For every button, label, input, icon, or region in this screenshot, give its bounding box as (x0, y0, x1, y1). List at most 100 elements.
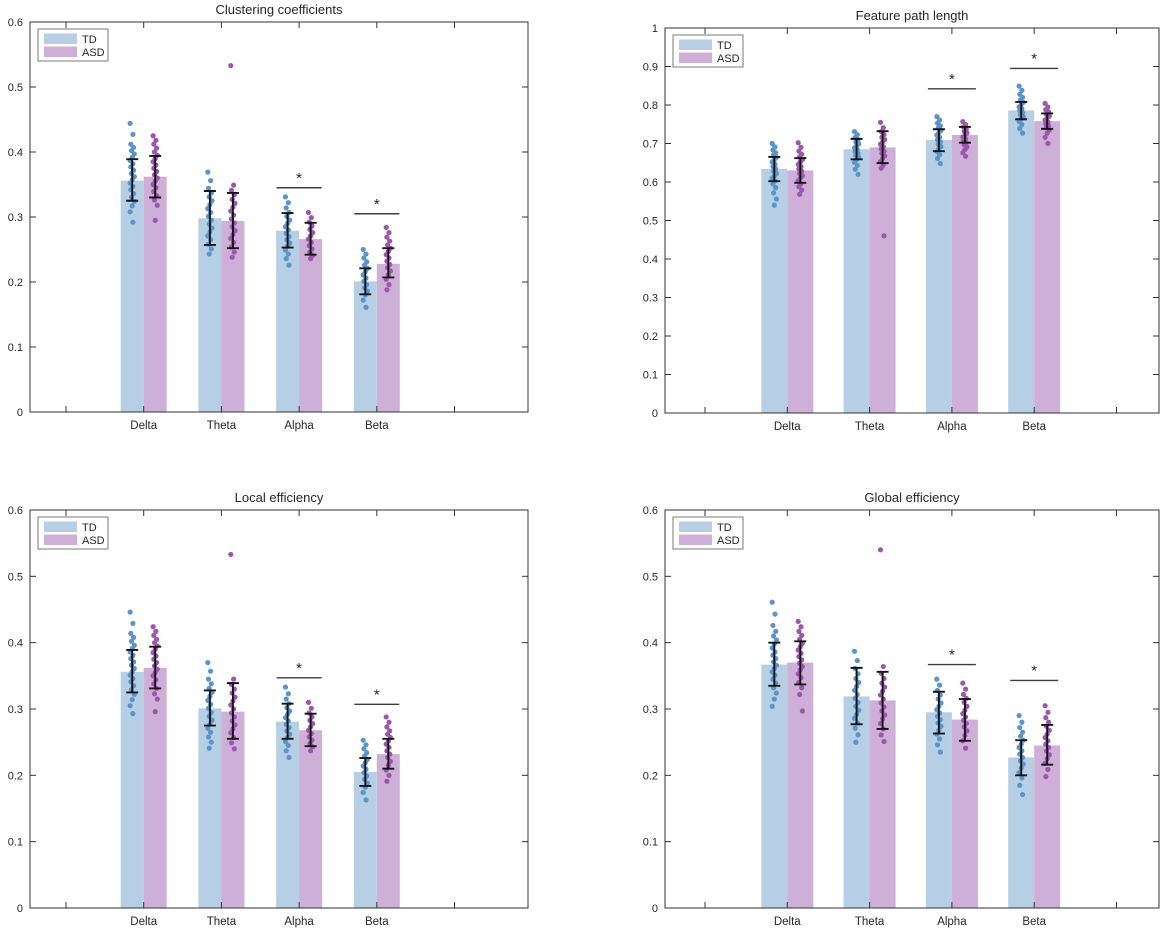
error-bar-asd-delta (794, 157, 807, 184)
scatter-dot-asd-delta (797, 191, 803, 197)
scatter-dot-td-theta (205, 169, 211, 175)
chart-title: Clustering coefficients (216, 2, 343, 17)
bar-td-beta (353, 772, 377, 908)
scatter-dot-td-delta (130, 711, 136, 717)
scatter-dot-td-delta (127, 703, 133, 709)
scatter-dot-td-beta (361, 746, 367, 752)
scatter-dot-td-alpha (283, 256, 289, 262)
scatter-dot-asd-beta (383, 714, 389, 720)
legend-swatch-td (679, 521, 712, 532)
scatter-dot-asd-theta (877, 547, 884, 553)
y-tick-label: 0.6 (8, 17, 23, 29)
scatter-dot-td-theta (851, 648, 858, 654)
x-tick-label-delta: Delta (130, 420, 157, 432)
legend-label-td: TD (82, 34, 97, 46)
x-tick-label-theta: Theta (207, 420, 237, 432)
scatter-dot-asd-alpha (963, 686, 969, 692)
scatter-dot-td-beta (1019, 122, 1025, 128)
scatter-dot-asd-alpha (305, 699, 312, 705)
error-bar-td-delta (126, 649, 139, 694)
significance-star-alpha: * (949, 71, 955, 88)
scatter-dot-td-theta (208, 668, 214, 674)
chart-feature-path-length: * * Delta Theta Alpha Beta 0 0.1 0.2 0.3 0.4 0.5 0.6… (643, 8, 1160, 433)
scatter-dot-td-theta (208, 681, 214, 687)
bar-asd-alpha (299, 239, 323, 412)
scatter-dot-td-theta (206, 251, 212, 257)
scatter-dot-asd-beta (1045, 140, 1051, 147)
error-bar-asd-alpha (958, 125, 971, 144)
scatter-dot-td-delta (773, 690, 780, 696)
scatter-dot-td-beta (363, 251, 369, 257)
scatter-dot-td-alpha (282, 684, 289, 690)
plot-box (664, 27, 1160, 414)
scatter-dot-td-beta (360, 789, 366, 796)
bar-asd-delta (143, 667, 167, 908)
scatter-dot-td-delta (771, 190, 777, 196)
error-bar-asd-beta (1041, 112, 1054, 130)
scatter-dot-asd-beta (1042, 703, 1048, 709)
scatter-dot-td-delta (130, 131, 136, 138)
scatter-dot-td-theta (206, 745, 212, 751)
scatter-dot-td-delta (773, 185, 779, 191)
y-tick-label: 1 (652, 23, 658, 35)
scatter-dot-td-theta (205, 734, 212, 740)
scatter-dot-td-theta (852, 166, 858, 172)
error-bar-td-theta (850, 666, 863, 726)
scatter-dot-asd-delta (154, 696, 160, 702)
x-tick-label-alpha: Alpha (937, 421, 967, 433)
scatter-dot-td-alpha (937, 749, 943, 755)
scatter-dot-asd-delta (796, 184, 802, 190)
scatter-dot-asd-delta (153, 137, 159, 143)
scatter-dot-asd-delta (151, 197, 158, 203)
scatter-dot-asd-theta (228, 187, 235, 193)
scatter-dot-td-alpha (934, 113, 940, 120)
error-bar-td-delta (768, 156, 781, 183)
bar-asd-delta (143, 176, 167, 412)
scatter-dot-td-theta (852, 725, 858, 731)
bar-asd-alpha (951, 719, 978, 908)
y-tick-label: 0.4 (643, 638, 658, 650)
scatter-dot-td-alpha (282, 194, 289, 200)
y-tick-label: 0 (17, 407, 23, 419)
y-tick-label: 0.5 (643, 216, 658, 228)
bar-td-theta (843, 149, 870, 413)
scatter-dot-asd-delta (151, 141, 157, 147)
error-bar-td-theta (203, 689, 216, 727)
scatter-dot-asd-alpha (308, 215, 314, 221)
error-bar-asd-delta (149, 154, 162, 199)
scatter-dot-td-beta (1016, 83, 1022, 89)
scatter-dot-td-delta (769, 599, 775, 605)
bar-td-alpha (276, 721, 300, 908)
scatter-dot-td-beta (1017, 125, 1023, 132)
chart-global-efficiency: * * Delta Theta Alpha Beta 0 0.1 0.2 0.3 0.4 0.5 0.6… (643, 490, 1160, 928)
scatter-dot-asd-delta (799, 187, 805, 193)
legend-label-asd: ASD (717, 535, 740, 547)
scatter-dot-asd-beta (1042, 100, 1048, 107)
scatter-dot-asd-beta (1044, 130, 1050, 136)
legend-swatch-td (679, 39, 712, 50)
bar-td-beta (1008, 757, 1035, 908)
x-tick-label-delta: Delta (774, 421, 801, 433)
scatter-dot-td-delta (770, 181, 776, 187)
y-tick-label: 0.7 (643, 139, 658, 151)
x-tick-label-alpha: Alpha (284, 916, 314, 928)
y-tick-label: 0.2 (8, 277, 23, 289)
error-bar-asd-theta (876, 130, 889, 165)
scatter-dot-td-beta (1020, 130, 1026, 136)
bar-td-delta (120, 671, 144, 908)
scatter-dot-td-theta (208, 729, 214, 735)
error-bar-td-delta (768, 641, 781, 687)
significance-star-alpha: * (296, 660, 302, 677)
y-tick-label: 0.4 (8, 147, 23, 159)
scatter-dot-asd-delta (151, 691, 158, 697)
scatter-dot-td-beta (361, 255, 367, 261)
error-bar-asd-beta (382, 247, 395, 279)
y-tick-label: 0.3 (643, 704, 658, 716)
scatter-dot-asd-alpha (308, 705, 314, 711)
scatter-dot-td-beta (1019, 775, 1025, 781)
scatter-dot-asd-beta (384, 724, 390, 730)
scatter-dot-td-delta (771, 633, 777, 639)
y-tick-label: 0.9 (643, 62, 658, 74)
